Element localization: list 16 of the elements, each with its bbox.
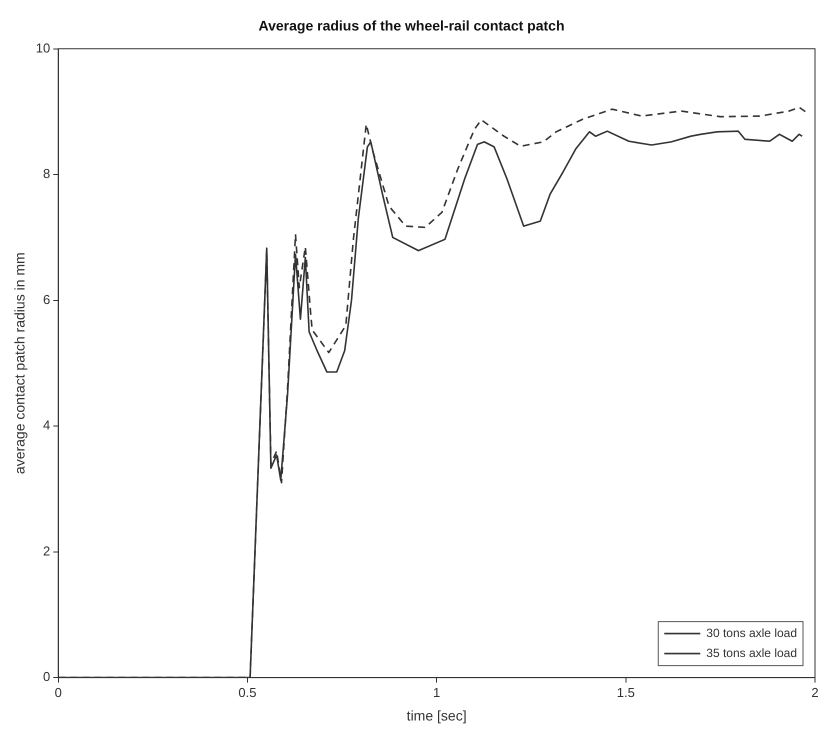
legend-label: 35 tons axle load <box>706 646 797 660</box>
x-tick-label: 1 <box>433 684 440 700</box>
x-tick-label: 1.5 <box>616 684 635 700</box>
x-tick-label: 0 <box>54 684 62 700</box>
x-axis-title: time [sec] <box>406 707 467 724</box>
x-tick-label: 2 <box>811 684 819 700</box>
y-tick-label: 10 <box>36 40 50 56</box>
y-tick-label: 2 <box>43 543 50 558</box>
y-tick-label: 4 <box>43 418 50 433</box>
y-axis-title: average contact patch radius in mm <box>11 252 28 474</box>
legend-label: 30 tons axle load <box>706 626 797 640</box>
chart-title: Average radius of the wheel-rail contact patch <box>258 17 565 34</box>
x-tick-label: 0.5 <box>238 684 256 700</box>
y-tick-label: 8 <box>43 166 50 182</box>
y-tick-label: 6 <box>43 292 50 307</box>
y-tick-label: 0 <box>43 669 50 684</box>
